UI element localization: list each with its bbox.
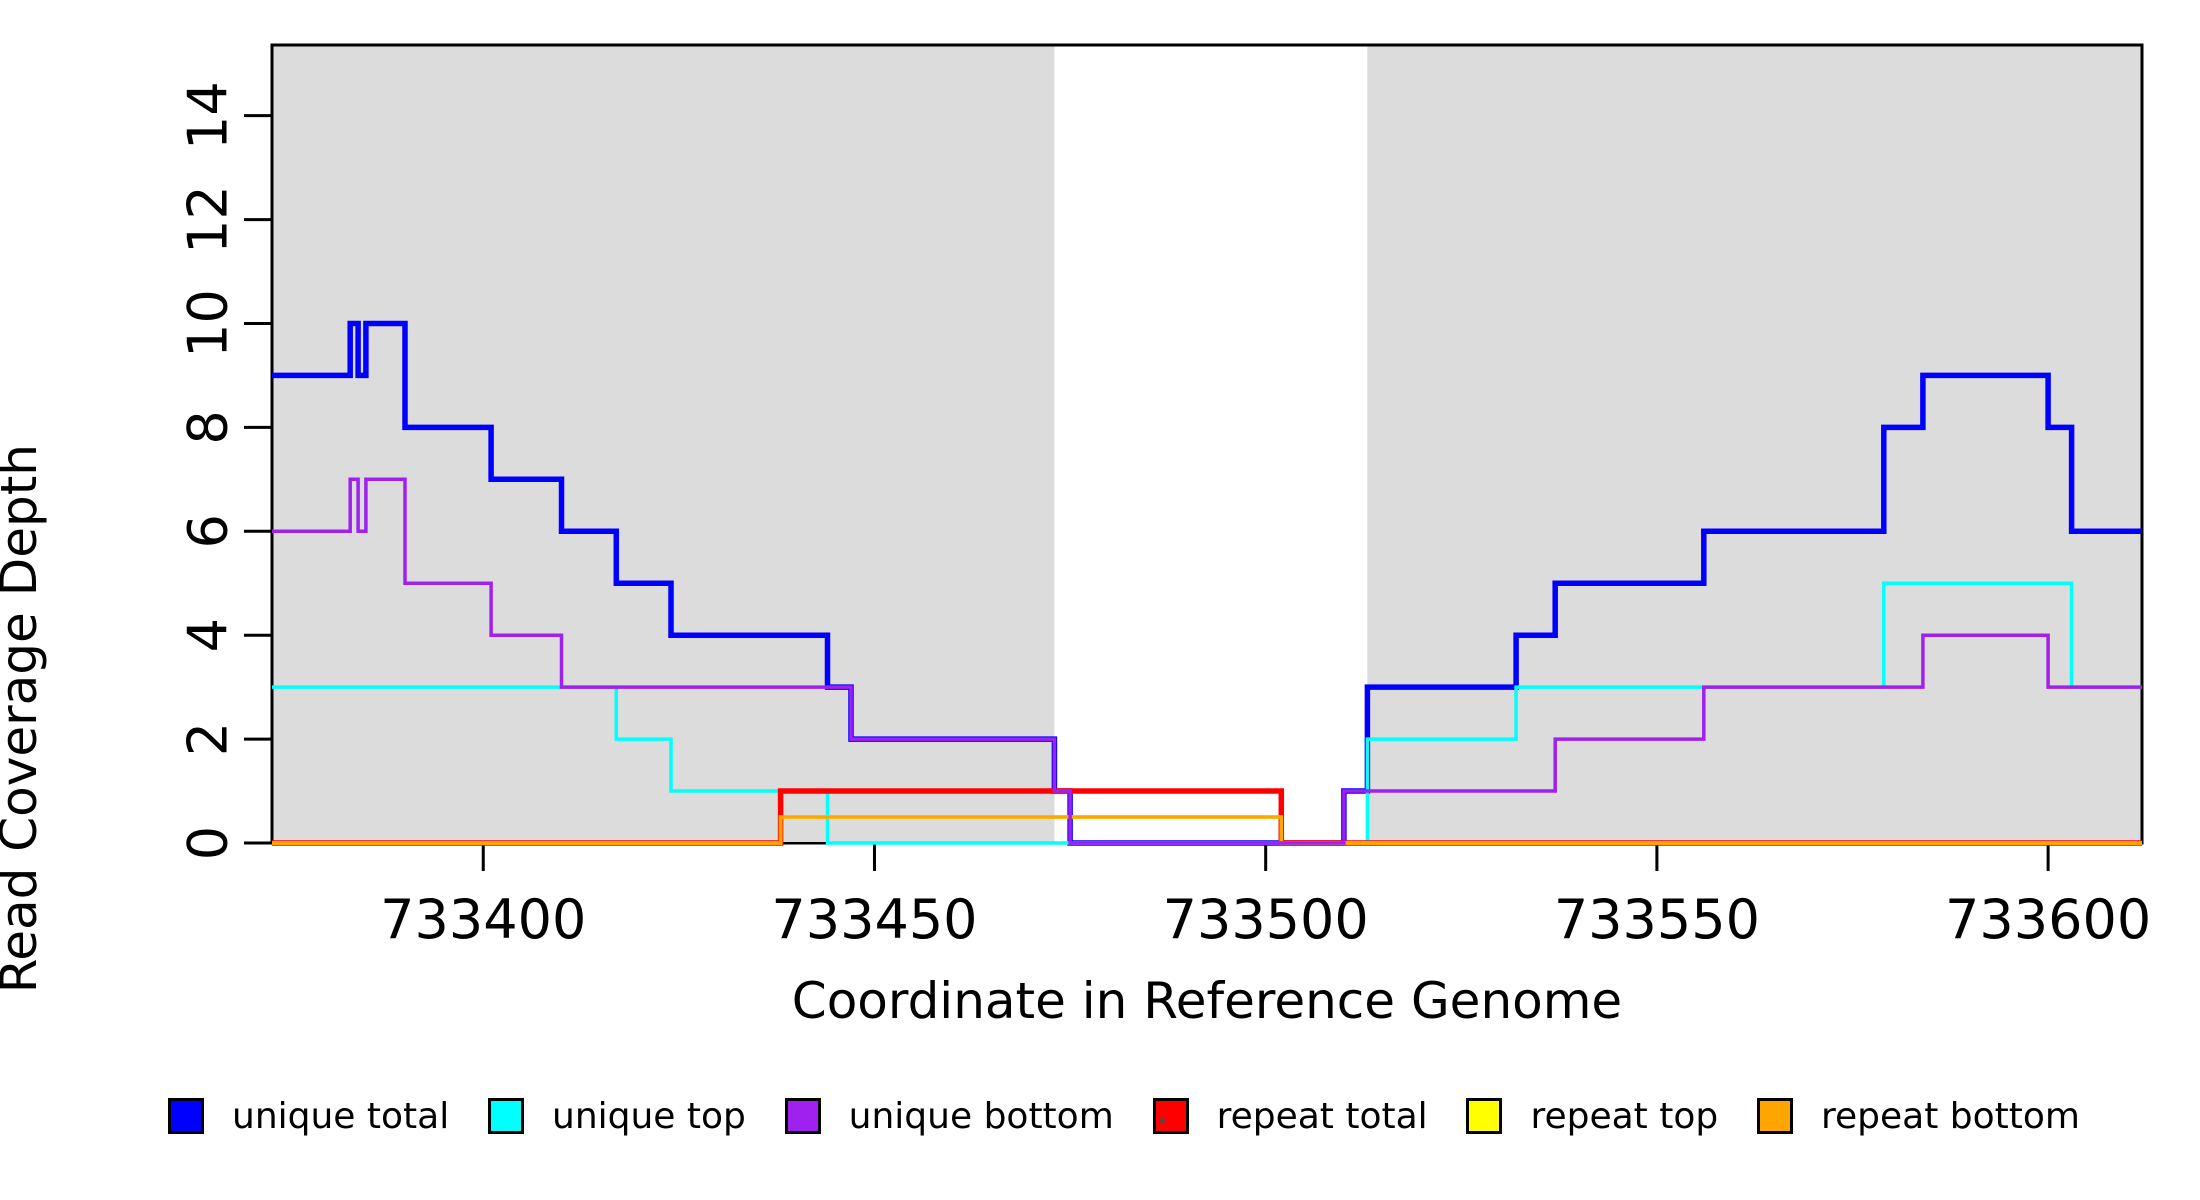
legend-item-repeat-bottom: repeat bottom: [1757, 1096, 2080, 1137]
legend-item-repeat-top: repeat top: [1466, 1096, 1718, 1137]
y-tick-label: 4: [177, 618, 240, 652]
chart-legend: unique total unique top unique bottom repea…: [168, 1080, 2080, 1152]
shaded-region-2: [1367, 45, 2142, 843]
x-tick-label: 733400: [380, 888, 586, 951]
legend-swatch-repeat-total: [1152, 1098, 1189, 1134]
legend-swatch-unique-bottom: [784, 1098, 821, 1134]
legend-item-unique-bottom: unique bottom: [784, 1095, 1114, 1137]
x-tick-label: 733450: [771, 888, 977, 951]
legend-swatch-repeat-bottom: [1757, 1098, 1794, 1134]
x-tick-label: 733500: [1163, 888, 1369, 951]
legend-label: repeat total: [1216, 1095, 1428, 1137]
y-tick-label: 2: [177, 722, 240, 756]
y-tick-label: 8: [177, 410, 240, 444]
series-unique-bottom: [272, 477, 2142, 845]
y-axis-title-text: Read Coverage Depth: [0, 444, 48, 994]
legend-label: unique top: [552, 1095, 746, 1137]
legend-label: unique total: [232, 1095, 450, 1137]
y-tick-label: 12: [177, 185, 240, 254]
y-tick-label: 10: [177, 289, 240, 358]
legend-label: repeat bottom: [1821, 1095, 2080, 1137]
legend-item-repeat-total: repeat total: [1152, 1095, 1428, 1137]
y-tick-label: 14: [177, 81, 240, 150]
series-repeat-bottom: [272, 815, 2142, 845]
legend-label: unique bottom: [848, 1095, 1114, 1137]
legend-item-unique-total: unique total: [168, 1096, 449, 1137]
legend-swatch-unique-top: [488, 1098, 524, 1134]
x-tick-label: 733600: [1945, 888, 2151, 951]
y-tick-label: 0: [177, 826, 240, 860]
legend-item-unique-top: unique top: [488, 1096, 746, 1137]
x-tick-label: 733550: [1554, 888, 1760, 951]
legend-swatch-unique-total: [168, 1098, 204, 1134]
legend-swatch-repeat-top: [1466, 1098, 1503, 1134]
x-axis-title: Coordinate in Reference Genome: [791, 972, 1623, 1030]
y-tick-label: 6: [177, 514, 240, 548]
shaded-region-1: [272, 45, 1055, 843]
legend-label: repeat top: [1530, 1095, 1719, 1137]
artifact-dot: [1160, 1118, 1165, 1123]
